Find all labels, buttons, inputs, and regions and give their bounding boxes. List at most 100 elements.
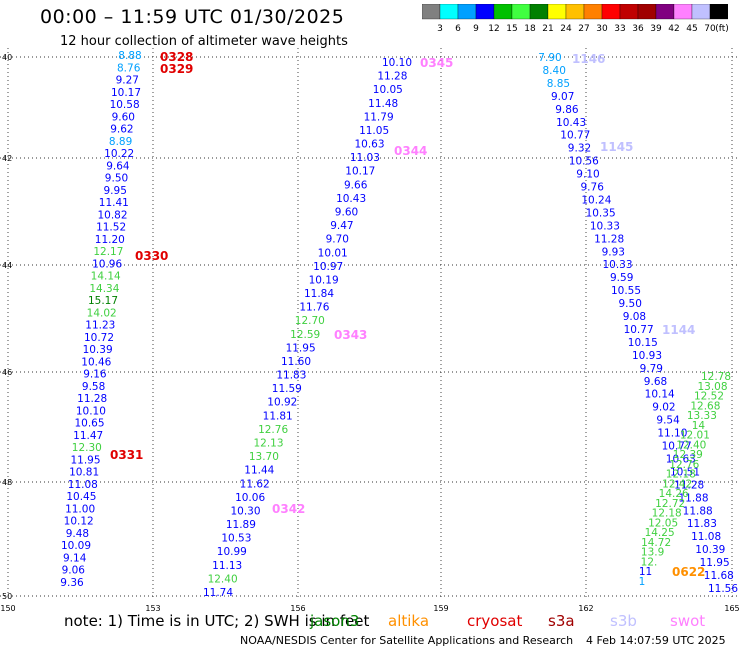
wave-height-value: 10.82 — [97, 209, 127, 221]
satellite-s3a: s3a — [548, 612, 575, 630]
wave-height-value: 9.06 — [62, 565, 86, 577]
wave-height-value: 10.99 — [217, 546, 247, 558]
wave-height-value: 9.66 — [344, 179, 368, 191]
wave-height-value: 11.62 — [240, 478, 270, 490]
pass-time-label: 1144 — [662, 323, 695, 337]
wave-height-value: 10.97 — [313, 261, 343, 273]
latitude-label: 40 — [2, 53, 12, 62]
legend-label: 45 — [686, 24, 697, 34]
pass-time-label: 1145 — [600, 140, 633, 154]
wave-height-value: 11.00 — [65, 504, 95, 516]
wave-height-value: 13.08 — [697, 381, 727, 393]
satellite-swot: swot — [670, 612, 706, 630]
pass-time-label: 0330 — [135, 249, 168, 263]
legend-label: 3 — [437, 24, 443, 34]
wave-height-value: 11.95 — [286, 342, 316, 354]
wave-height-value: 9.50 — [105, 173, 128, 185]
wave-height-value: 11.95 — [700, 557, 730, 569]
pass-time-label: 0329 — [160, 62, 193, 76]
chart-subtitle: 12 hour collection of altimeter wave hei… — [60, 34, 348, 49]
wave-height-value: 11.20 — [95, 234, 125, 246]
wave-height-value: 8.85 — [547, 78, 570, 90]
wave-height-value: 11.28 — [377, 71, 407, 83]
wave-height-value: 10.17 — [111, 87, 141, 99]
wave-height-value: 12.13 — [253, 438, 283, 450]
wave-height-value: 9.70 — [326, 234, 349, 246]
legend-label: 9 — [473, 24, 479, 34]
wave-height-value: 9.14 — [63, 553, 87, 565]
wave-height-value: 11.05 — [359, 125, 389, 137]
wave-height-value: 14.02 — [87, 307, 117, 319]
latitude-label: 42 — [2, 154, 12, 163]
satellite-s3b: s3b — [610, 612, 637, 630]
wave-height-value: 11.81 — [263, 410, 293, 422]
legend-label: 33 — [614, 24, 625, 34]
wave-height-value: 10.96 — [92, 258, 122, 270]
wave-height-value: 10.63 — [666, 454, 696, 466]
wave-height-value: 10.55 — [611, 285, 641, 297]
wave-height-value: 13.33 — [687, 410, 717, 422]
wave-height-value: 11.74 — [203, 587, 233, 599]
latitude-label: 48 — [2, 478, 12, 487]
wave-height-value: 1 — [639, 576, 646, 588]
wave-height-value: 11.89 — [226, 519, 256, 531]
wave-height-value: 9.54 — [656, 415, 680, 427]
wave-height-value: 10.14 — [645, 389, 675, 401]
wave-height-value: 11.13 — [212, 560, 242, 572]
longitude-label: 165 — [724, 604, 739, 613]
wave-height-value: 11.08 — [691, 531, 721, 543]
wave-height-value: 12.05 — [648, 517, 678, 529]
pass-time-label: 0331 — [110, 448, 143, 462]
pass-time-label: 0342 — [272, 502, 305, 516]
wave-height-value: 8.89 — [109, 136, 132, 148]
legend-label: 15 — [506, 24, 517, 34]
wave-height-value: 10.12 — [64, 516, 94, 528]
wave-height-value: 9.64 — [106, 160, 130, 172]
legend-label: (ft) — [715, 24, 728, 34]
wave-height-value: 10.77 — [560, 130, 590, 142]
wave-height-value: 11.95 — [70, 454, 100, 466]
wave-height-value: 9.32 — [568, 143, 591, 155]
wave-height-value: 12.70 — [295, 315, 325, 327]
wave-height-value: 14.34 — [89, 283, 119, 295]
wave-height-value: 7.90 — [538, 52, 561, 64]
wave-height-value: 11.28 — [674, 479, 704, 491]
color-legend: 3 6 9 12 15 18 21 24 27 30 33 36 39 42 45 70 (ft) — [422, 4, 728, 34]
wave-height-value: 14 — [692, 420, 706, 432]
wave-height-value: 12.17 — [93, 246, 123, 258]
wave-height-value: 12.76 — [258, 424, 288, 436]
wave-height-value: 10.35 — [586, 207, 616, 219]
wave-height-value: 11.83 — [276, 370, 306, 382]
legend-label: 18 — [524, 24, 536, 34]
wave-height-value: 10.10 — [76, 405, 106, 417]
wave-height-value: 10.17 — [345, 166, 375, 178]
satellite-cryosat: cryosat — [467, 612, 523, 630]
wave-height-value: 15.17 — [88, 295, 118, 307]
wave-height-value: 12.68 — [690, 400, 720, 412]
wave-height-value: 9.07 — [551, 91, 574, 103]
wave-height-value: 10.22 — [104, 148, 134, 160]
longitude-label: 162 — [578, 604, 593, 613]
wave-height-value: 11.79 — [364, 111, 394, 123]
wave-height-value: 10.93 — [632, 350, 662, 362]
legend-label: 30 — [596, 24, 608, 34]
wave-height-value: 11 — [639, 566, 652, 578]
wave-height-value: 12.18 — [652, 508, 682, 520]
wave-height-value: 12.78 — [701, 371, 731, 383]
wave-height-value: 9.68 — [644, 376, 667, 388]
wave-height-value: 10.24 — [581, 195, 611, 207]
wave-height-value: 8.88 — [118, 50, 141, 62]
credit-line: NOAA/NESDIS Center for Satellite Applica… — [240, 634, 574, 647]
wave-height-value: 8.76 — [117, 62, 141, 74]
wave-height-value: 12.76 — [669, 459, 699, 471]
satellite-altika: altika — [388, 612, 430, 630]
legend-label: 6 — [455, 24, 461, 34]
wave-height-value: 11.83 — [687, 518, 717, 530]
wave-height-value: 12.01 — [680, 430, 710, 442]
wave-height-value: 14.14 — [91, 271, 121, 283]
wave-height-value: 10.56 — [569, 156, 599, 168]
wave-height-value: 12.39 — [673, 449, 703, 461]
wave-height-value: 9.10 — [576, 169, 599, 181]
wave-height-value: 14.25 — [645, 527, 675, 539]
wave-height-value: 11.68 — [704, 570, 734, 582]
